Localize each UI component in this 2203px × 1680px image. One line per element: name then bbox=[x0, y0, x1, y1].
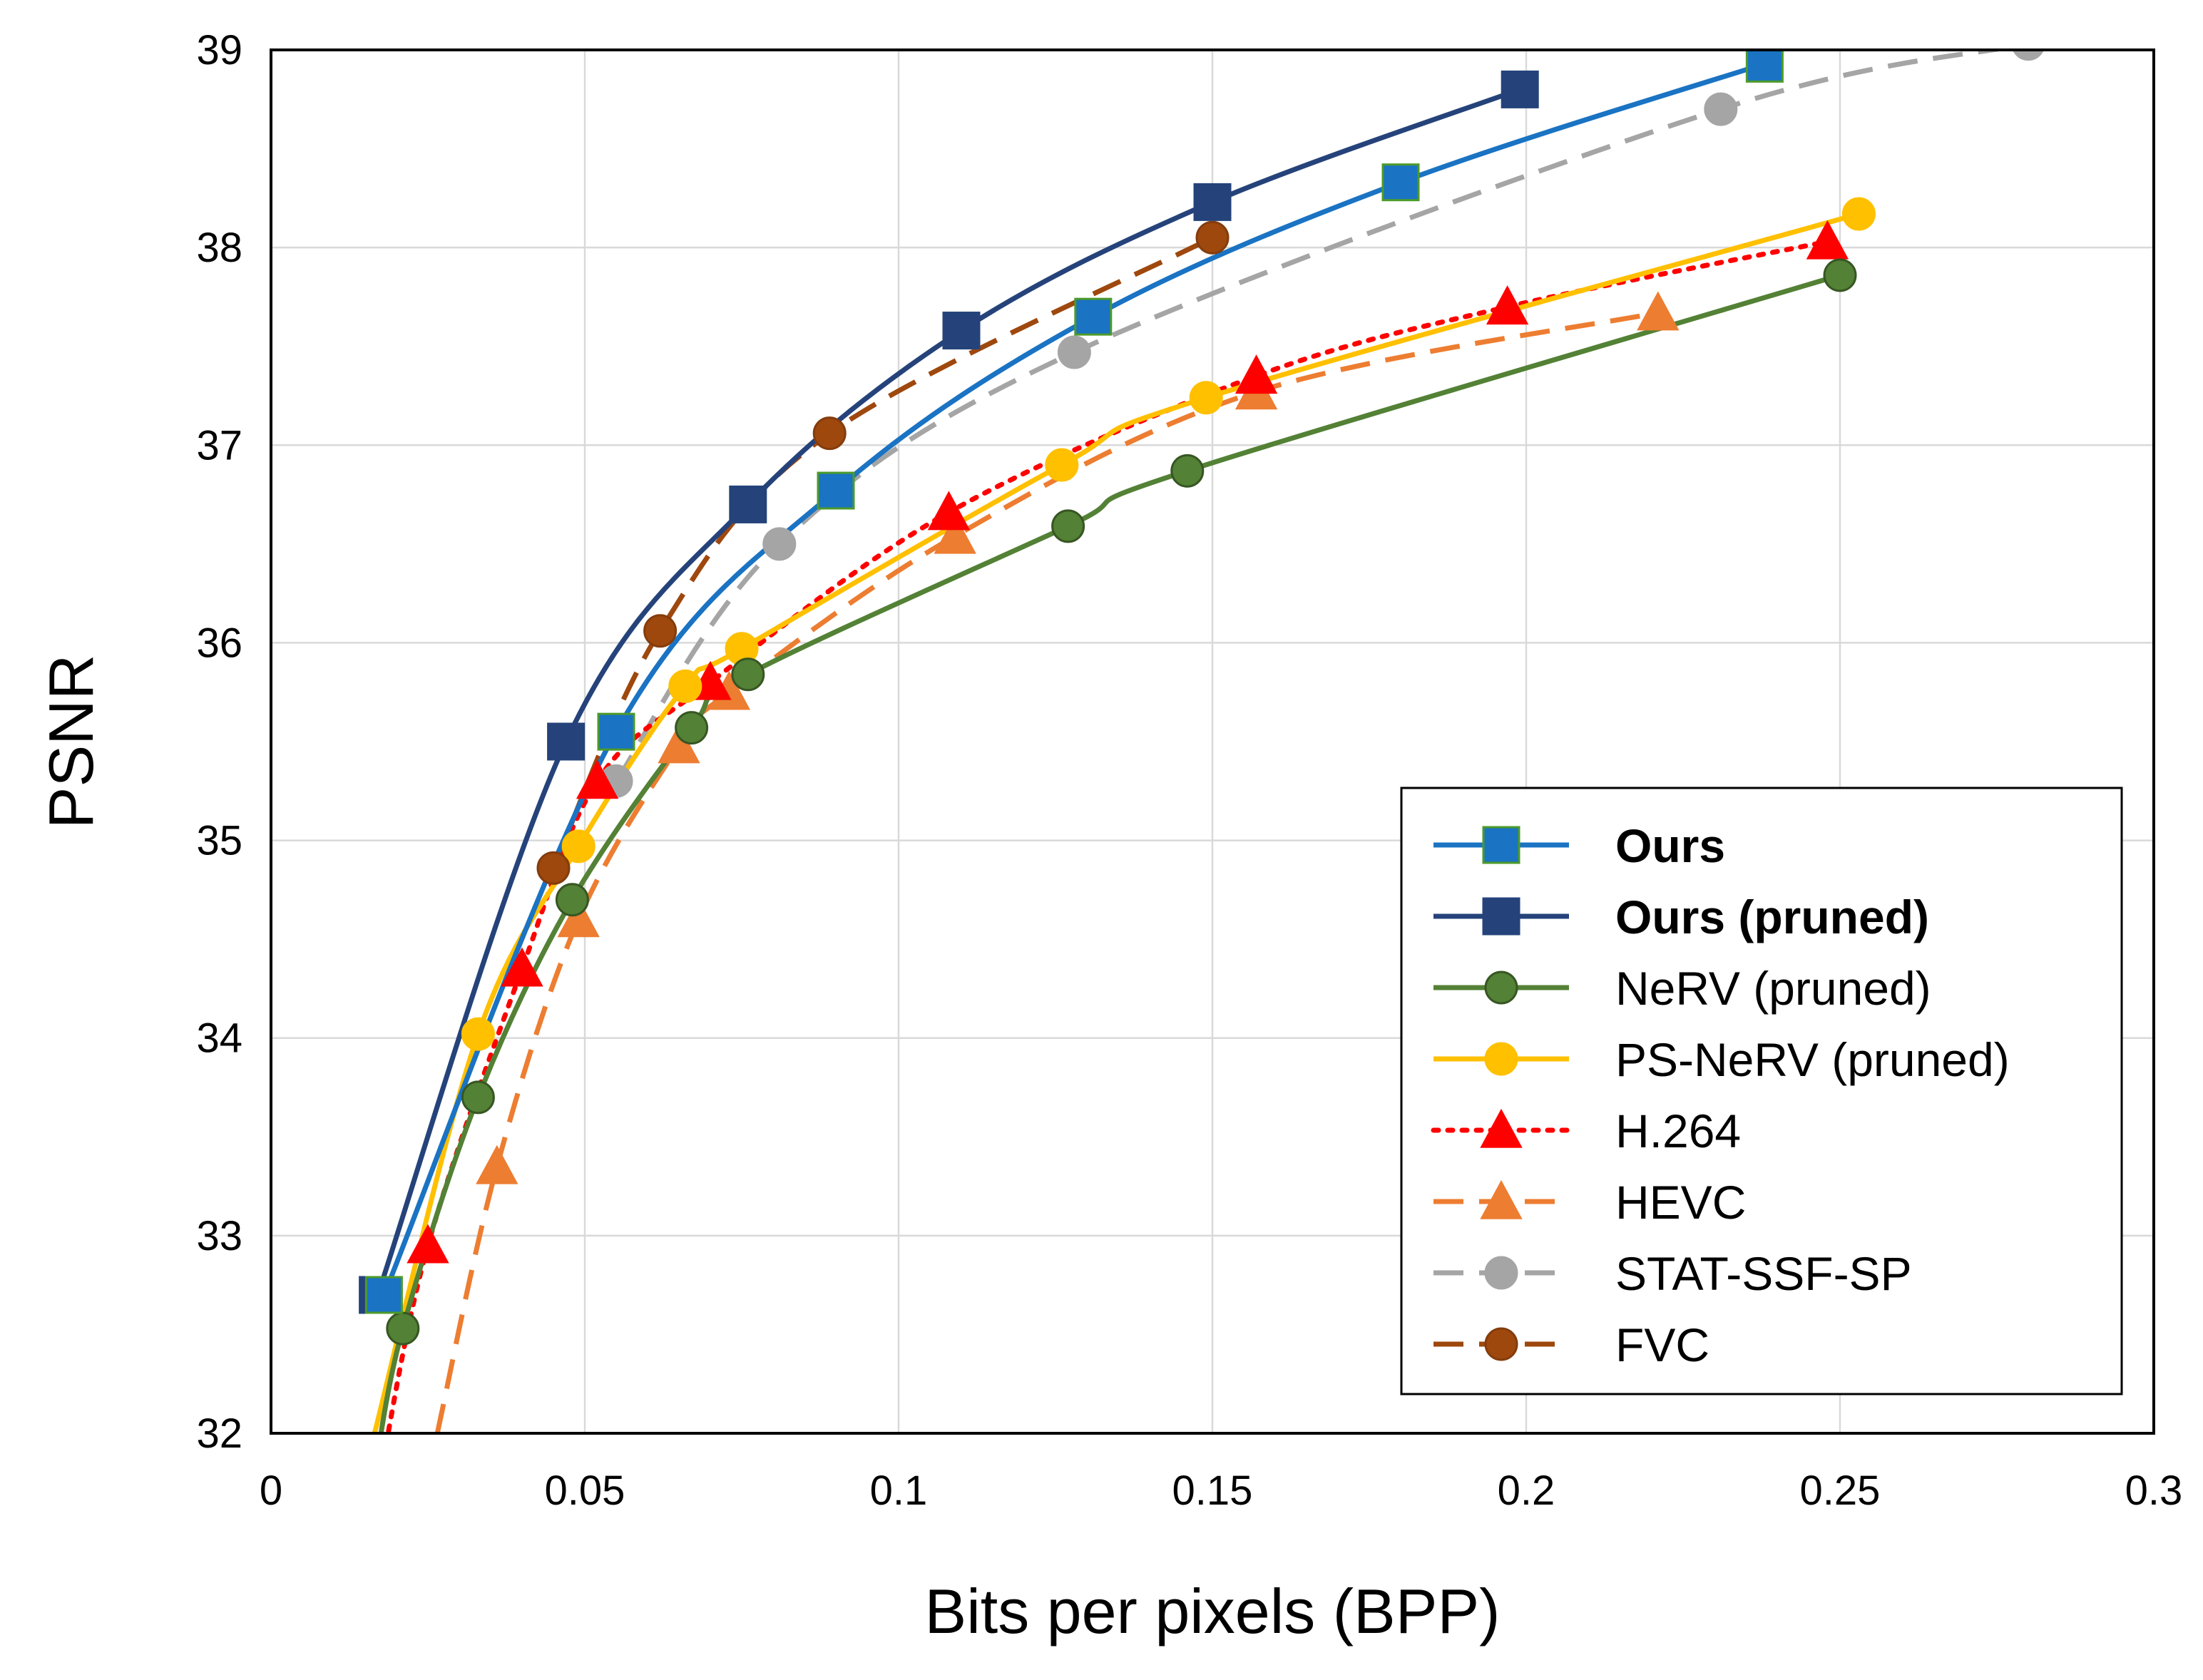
data-point-hevc bbox=[934, 514, 976, 554]
data-point-ps-nerv-pruned bbox=[1189, 381, 1223, 415]
legend-swatch-marker bbox=[1484, 1327, 1518, 1361]
series-line-ours-pruned bbox=[375, 87, 1521, 1296]
data-point-ps-nerv-pruned bbox=[461, 1017, 495, 1051]
x-tick-label: 0.2 bbox=[1498, 1468, 1555, 1514]
y-axis-title: PSNR bbox=[36, 655, 106, 829]
plot-frame bbox=[270, 48, 2155, 1435]
y-tick-label: 38 bbox=[196, 225, 242, 271]
legend-box bbox=[1400, 787, 2123, 1395]
x-tick-label: 0.05 bbox=[545, 1468, 625, 1514]
data-point-ps-nerv-pruned bbox=[668, 669, 702, 703]
legend-swatch-marker bbox=[1482, 897, 1520, 936]
data-point-h-264 bbox=[1486, 285, 1529, 325]
legend-label: PS-NeRV (pruned) bbox=[1615, 1033, 2010, 1086]
data-point-h-264 bbox=[1235, 354, 1278, 394]
series-line-ours bbox=[382, 61, 1766, 1296]
data-point-nerv-pruned bbox=[1170, 454, 1205, 488]
legend-item-h-264: H.264 bbox=[1431, 1105, 1741, 1157]
data-point-ours bbox=[1074, 297, 1113, 336]
data-point-hevc bbox=[557, 898, 600, 938]
legend-item-stat-ssf-sp: STAT-SSF-SP bbox=[1433, 1247, 1912, 1300]
y-tick-label: 37 bbox=[196, 422, 242, 468]
legend-label: H.264 bbox=[1615, 1105, 1741, 1157]
x-tick-label: 0.15 bbox=[1172, 1468, 1253, 1514]
data-point-ours-pruned bbox=[1501, 70, 1539, 108]
legend-item-ours: Ours bbox=[1433, 819, 1725, 872]
data-point-hevc bbox=[476, 1144, 518, 1184]
data-point-nerv-pruned bbox=[675, 711, 709, 745]
data-point-ps-nerv-pruned bbox=[1045, 448, 1079, 482]
x-tick-label: 0.25 bbox=[1800, 1468, 1881, 1514]
x-tick-label: 0.1 bbox=[870, 1468, 928, 1514]
data-point-ps-nerv-pruned bbox=[561, 829, 596, 864]
data-point-nerv-pruned bbox=[386, 1311, 420, 1346]
data-point-nerv-pruned bbox=[1051, 509, 1085, 543]
series-line-stat-ssf-sp bbox=[614, 50, 2010, 783]
data-point-ours bbox=[1381, 163, 1420, 202]
y-tick-label: 36 bbox=[196, 620, 242, 666]
legend-swatch-marker bbox=[1484, 1256, 1518, 1290]
data-point-h-264 bbox=[1806, 220, 1849, 260]
y-tick-label: 39 bbox=[196, 27, 242, 73]
plot-markers bbox=[359, 50, 2044, 1346]
legend-label: STAT-SSF-SP bbox=[1615, 1247, 1912, 1300]
data-point-ours-pruned bbox=[547, 722, 586, 761]
y-tick-label: 34 bbox=[196, 1015, 242, 1062]
legend-label: NeRV (pruned) bbox=[1615, 962, 1931, 1015]
legend-item-ps-nerv-pruned: PS-NeRV (pruned) bbox=[1433, 1033, 2010, 1086]
data-point-nerv-pruned bbox=[555, 883, 589, 917]
data-point-ours bbox=[364, 1276, 403, 1314]
data-point-fvc bbox=[1195, 220, 1230, 255]
legend-label: Ours bbox=[1615, 819, 1725, 872]
legend-swatch-marker bbox=[1484, 970, 1518, 1005]
y-axis-ticks: 32 33 34 35 36 37 38 39 bbox=[196, 27, 242, 1457]
x-tick-label: 0 bbox=[260, 1468, 282, 1514]
legend-label: Ours (pruned) bbox=[1615, 891, 1929, 943]
data-point-ours-pruned bbox=[942, 312, 981, 350]
legend-item-ours-pruned: Ours (pruned) bbox=[1433, 891, 1929, 943]
data-point-fvc bbox=[812, 416, 847, 451]
legend-entries: Ours Ours (pruned) NeRV (pruned) PS-NeRV (p… bbox=[1431, 819, 2010, 1371]
x-tick-label: 0.3 bbox=[2125, 1468, 2183, 1514]
data-point-stat-ssf-sp bbox=[1704, 92, 1738, 126]
legend-label: HEVC bbox=[1615, 1176, 1746, 1229]
data-point-nerv-pruned bbox=[731, 657, 765, 692]
y-tick-label: 33 bbox=[196, 1213, 242, 1259]
legend-swatch-marker bbox=[1480, 1179, 1523, 1219]
data-point-fvc bbox=[643, 614, 678, 648]
legend-label: FVC bbox=[1615, 1318, 1709, 1371]
data-point-h-264 bbox=[407, 1224, 449, 1264]
legend-item-fvc: FVC bbox=[1433, 1318, 1709, 1371]
data-point-ours bbox=[817, 471, 855, 510]
y-tick-label: 35 bbox=[196, 818, 242, 864]
data-point-hevc bbox=[1637, 291, 1680, 331]
data-point-fvc bbox=[536, 851, 571, 885]
data-point-ours-pruned bbox=[1193, 183, 1232, 221]
legend-item-nerv-pruned: NeRV (pruned) bbox=[1433, 962, 1931, 1015]
x-axis-ticks: 0 0.05 0.1 0.15 0.2 0.25 0.3 bbox=[260, 1468, 2182, 1514]
legend-swatch-marker bbox=[1480, 1108, 1523, 1148]
legend: Ours Ours (pruned) NeRV (pruned) PS-NeRV (p… bbox=[1400, 787, 2123, 1395]
data-point-ours bbox=[597, 712, 635, 751]
data-point-nerv-pruned bbox=[1823, 258, 1857, 292]
data-point-h-264 bbox=[576, 759, 619, 799]
legend-item-hevc: HEVC bbox=[1433, 1176, 1746, 1229]
data-point-stat-ssf-sp bbox=[2013, 50, 2044, 61]
data-point-h-264 bbox=[501, 947, 543, 987]
data-point-ours-pruned bbox=[729, 485, 767, 523]
y-tick-label: 32 bbox=[196, 1410, 242, 1457]
legend-swatch-marker bbox=[1482, 826, 1520, 864]
data-point-ours bbox=[1745, 50, 1784, 83]
data-point-ps-nerv-pruned bbox=[1841, 197, 1876, 231]
data-point-nerv-pruned bbox=[461, 1080, 495, 1115]
data-point-h-264 bbox=[927, 491, 971, 531]
data-point-stat-ssf-sp bbox=[762, 527, 797, 561]
legend-swatch-marker bbox=[1484, 1042, 1518, 1076]
data-point-stat-ssf-sp bbox=[1057, 335, 1091, 369]
x-axis-title: Bits per pixels (BPP) bbox=[925, 1576, 1501, 1646]
